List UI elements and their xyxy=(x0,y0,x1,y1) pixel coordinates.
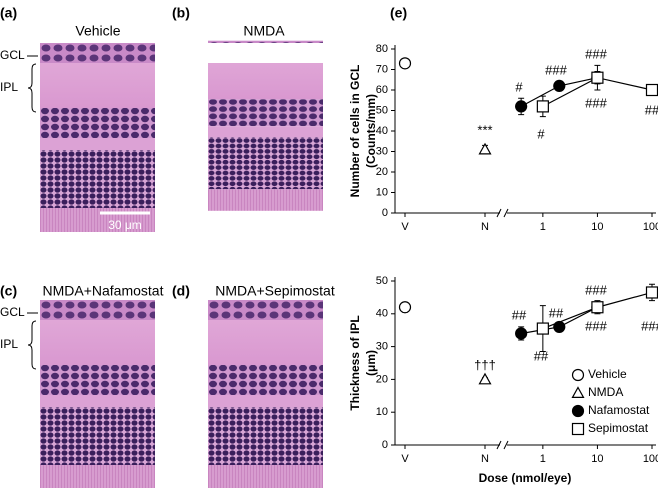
annotation: ### xyxy=(641,318,658,333)
y-tick-label: 10 xyxy=(376,406,388,418)
legend-marker xyxy=(571,422,585,436)
y-axis-label: Thickness of IPL xyxy=(348,315,362,410)
panel-label: (c) xyxy=(0,283,17,299)
y-tick-label: 70 xyxy=(376,63,388,75)
x-tick-label: N xyxy=(481,453,489,465)
marker xyxy=(515,100,528,113)
x-tick-label: N xyxy=(481,221,489,233)
y-tick-label: 0 xyxy=(382,439,388,451)
legend-label: Nafamostat xyxy=(588,403,650,417)
annotation: ## xyxy=(534,348,549,363)
marker xyxy=(645,286,658,299)
marker xyxy=(591,301,604,314)
marker xyxy=(591,71,604,84)
marker xyxy=(536,100,549,113)
y-tick-label: 60 xyxy=(376,84,388,96)
layer-brace xyxy=(27,63,37,113)
marker xyxy=(478,372,492,385)
y-tick-label: 30 xyxy=(376,145,388,157)
y-tick-label: 20 xyxy=(376,166,388,178)
layer-brace xyxy=(27,320,37,370)
annotation: ## xyxy=(512,307,527,322)
legend-marker xyxy=(571,404,585,418)
layer-label: IPL xyxy=(0,80,18,94)
annotation: ## xyxy=(549,305,564,320)
marker xyxy=(398,301,412,314)
y-tick-label: 0 xyxy=(382,207,388,219)
y-axis-label: Number of cells in GCL xyxy=(348,65,362,198)
annotation: ### xyxy=(585,46,607,61)
histology-c xyxy=(40,300,155,489)
annotation: *** xyxy=(477,122,492,137)
marker xyxy=(553,320,566,334)
annotation: ### xyxy=(545,62,567,77)
annotation: ††† xyxy=(474,357,496,372)
panel-title: Vehicle xyxy=(75,23,120,39)
layer-label: GCL xyxy=(0,305,25,319)
x-tick-label: V xyxy=(401,221,409,233)
y-tick-label: 40 xyxy=(376,308,388,320)
y-tick-label: 30 xyxy=(376,341,388,353)
x-tick-label: V xyxy=(401,453,409,465)
x-tick-label: 100 xyxy=(643,453,658,465)
y-tick-label: 50 xyxy=(376,104,388,116)
panel-label: (a) xyxy=(0,5,17,21)
x-tick-label: 100 xyxy=(643,221,658,233)
panel-label: (e) xyxy=(390,5,407,21)
annotation: ### xyxy=(585,95,607,110)
y-tick-label: 40 xyxy=(376,125,388,137)
panel-label: (d) xyxy=(172,283,190,299)
x-tick-label: 1 xyxy=(540,453,546,465)
annotation: # xyxy=(537,126,545,141)
annotation: # xyxy=(515,79,523,94)
x-tick-label: 10 xyxy=(591,453,603,465)
marker xyxy=(515,327,528,340)
y-tick-label: 50 xyxy=(376,275,388,287)
marker xyxy=(645,83,658,97)
annotation: ### xyxy=(585,282,607,297)
panel-title: NMDA xyxy=(243,23,285,39)
axis-break xyxy=(496,208,509,218)
y-tick-label: 20 xyxy=(376,373,388,385)
histology-b xyxy=(208,40,323,211)
x-tick-label: 1 xyxy=(540,221,546,233)
x-axis-label: Dose (nmol/eye) xyxy=(479,471,572,485)
annotation: ### xyxy=(585,318,607,333)
marker xyxy=(478,142,492,155)
panel-label: (b) xyxy=(172,5,190,21)
layer-label: GCL xyxy=(0,48,25,62)
marker xyxy=(536,322,549,335)
y-axis-label: (μm) xyxy=(364,350,378,376)
marker xyxy=(398,57,412,70)
legend-marker xyxy=(571,386,585,398)
histology-d xyxy=(208,300,323,489)
marker xyxy=(553,79,566,93)
y-tick-label: 80 xyxy=(376,43,388,55)
legend-label: NMDA xyxy=(588,385,623,399)
legend-label: Vehicle xyxy=(588,367,627,381)
histology-a xyxy=(40,43,155,232)
annotation: ## xyxy=(645,102,658,117)
x-tick-label: 10 xyxy=(591,221,603,233)
scale-bar-label: 30 μm xyxy=(108,218,142,232)
y-axis-label: (Counts/mm) xyxy=(364,94,378,168)
axis-break xyxy=(496,440,509,450)
legend-label: Sepimostat xyxy=(588,421,649,435)
panel-title: NMDA+Nafamostat xyxy=(43,283,164,299)
legend-marker xyxy=(571,368,585,382)
panel-title: NMDA+Sepimostat xyxy=(215,283,335,299)
layer-label: IPL xyxy=(0,337,18,351)
y-tick-label: 10 xyxy=(376,186,388,198)
